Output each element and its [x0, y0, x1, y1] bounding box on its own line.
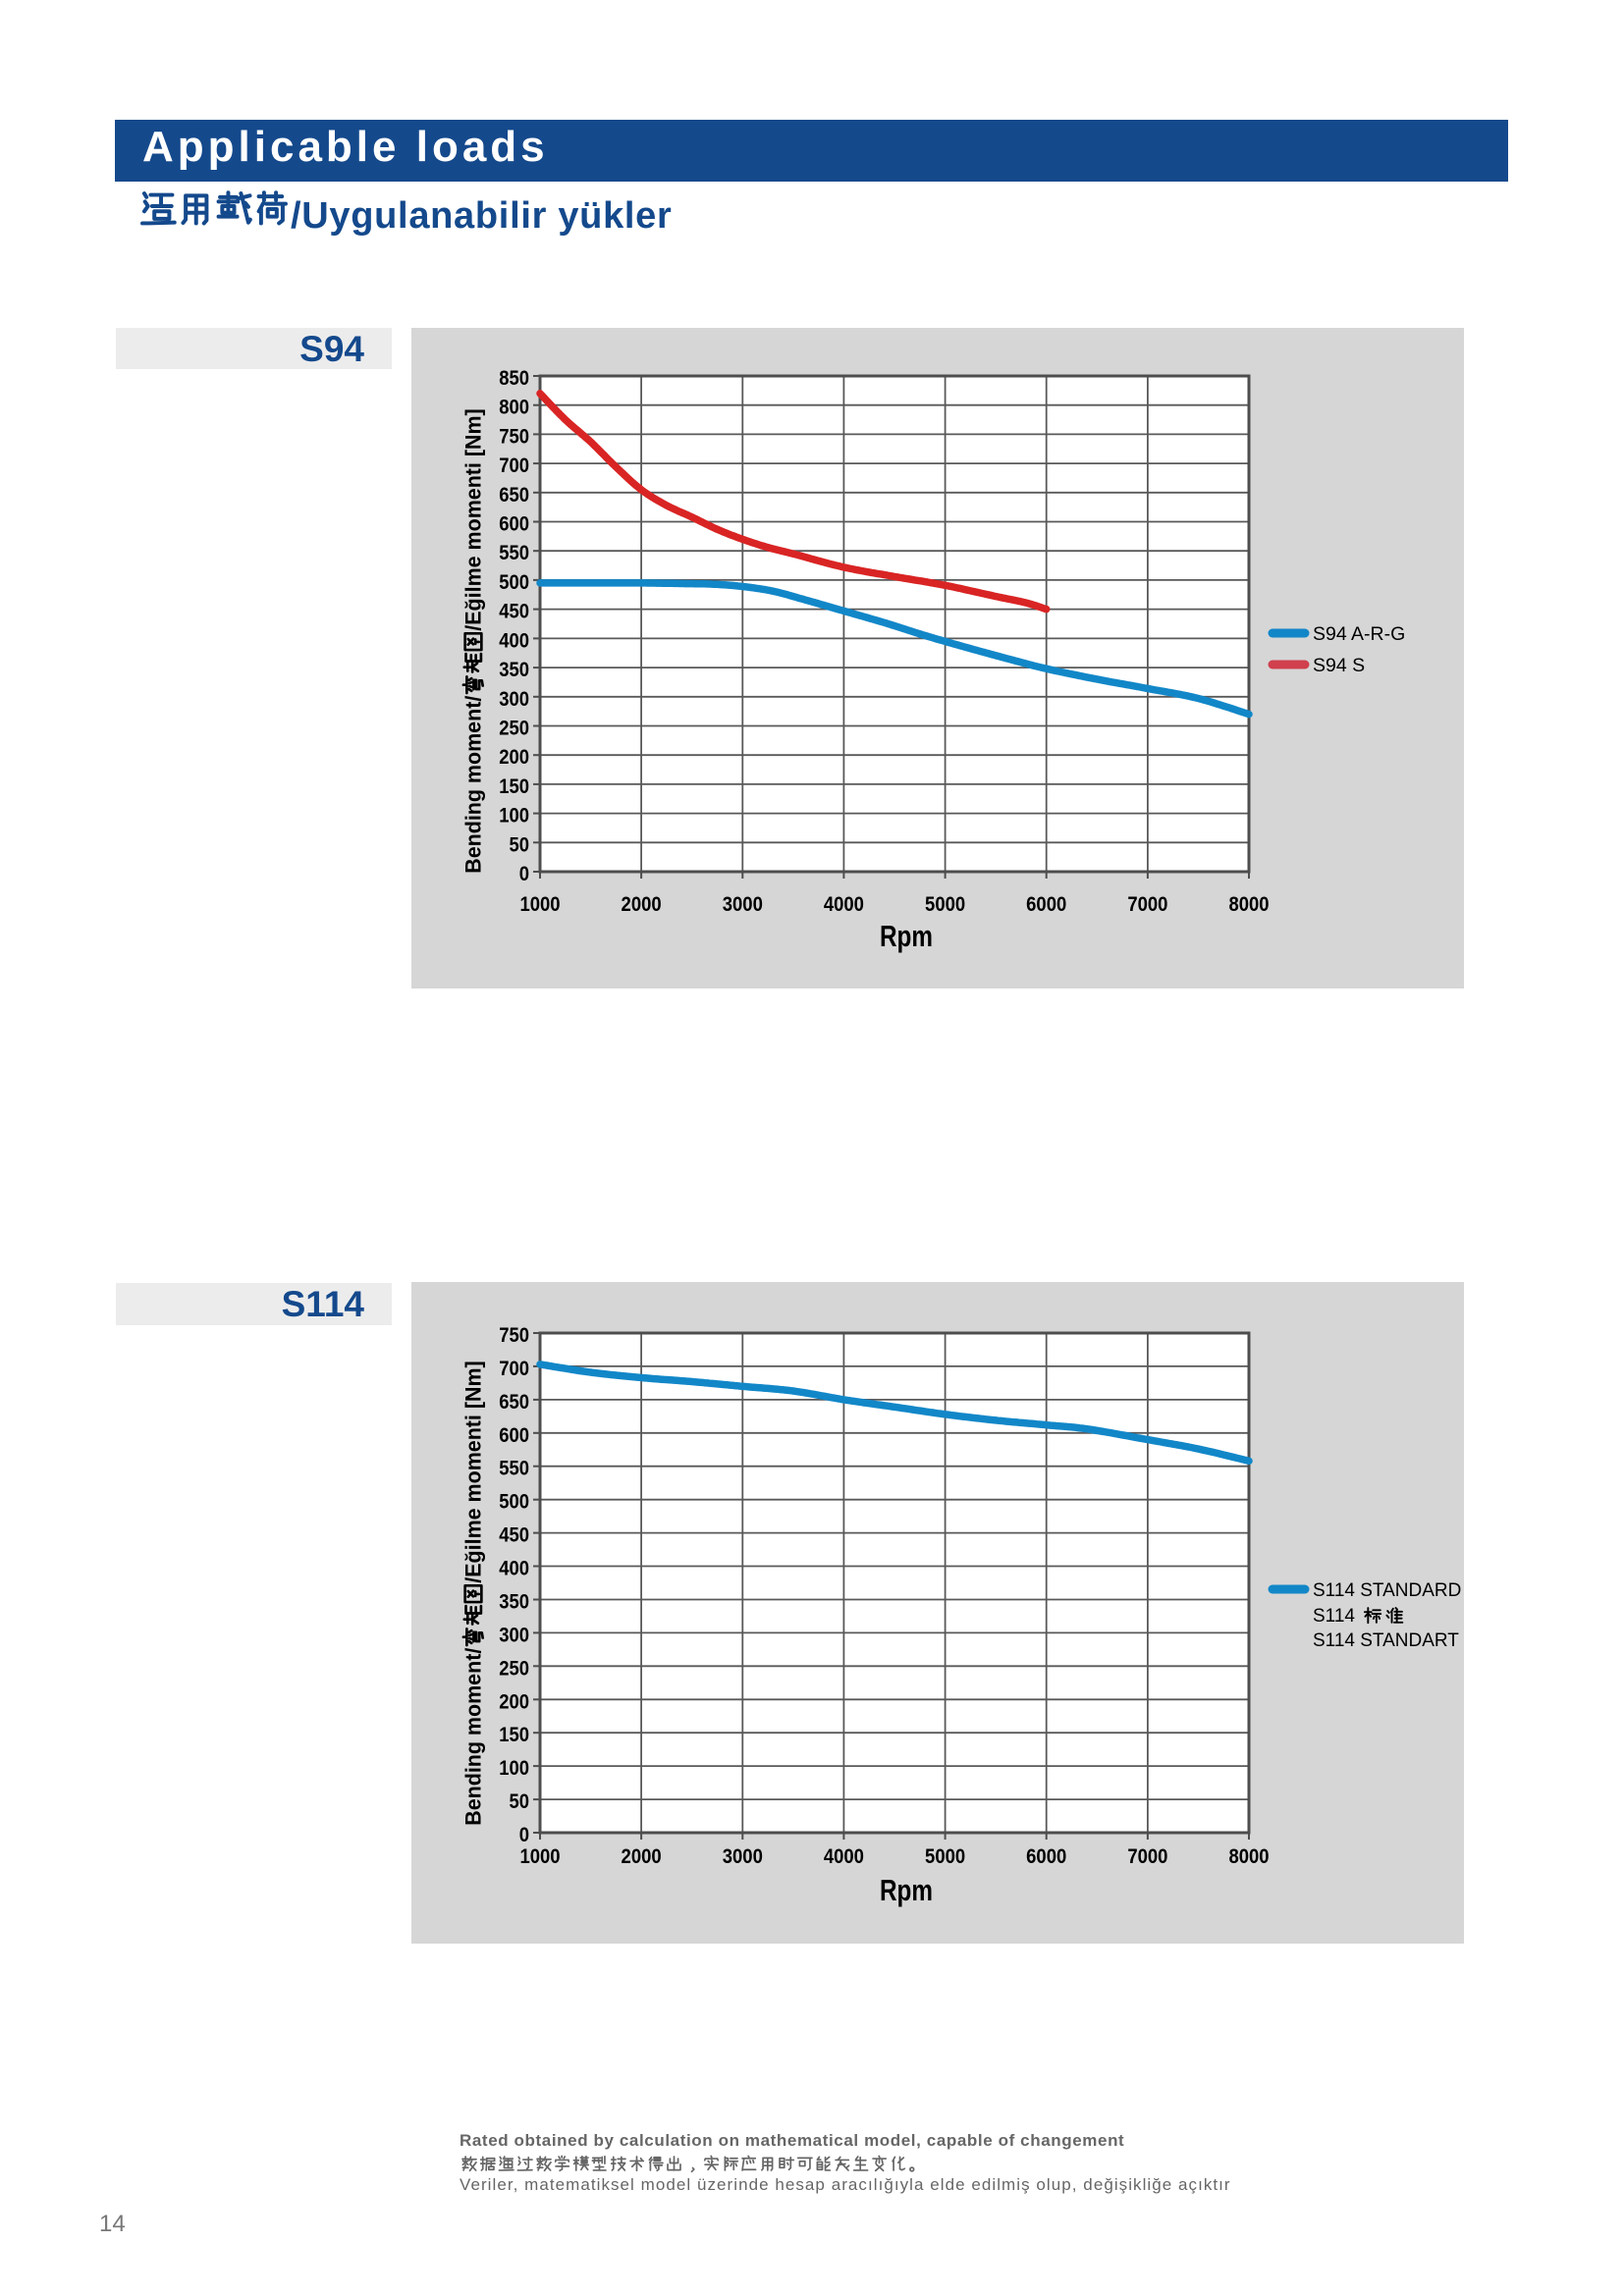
svg-text:7000: 7000	[1127, 1845, 1167, 1868]
svg-text:50: 50	[510, 833, 530, 856]
svg-text:50: 50	[510, 1790, 530, 1813]
svg-text:S114 STANDARD: S114 STANDARD	[1313, 1580, 1461, 1601]
svg-text:0: 0	[519, 863, 529, 885]
svg-text:S94 S: S94 S	[1313, 655, 1365, 676]
svg-text:S94 A-R-G: S94 A-R-G	[1313, 623, 1405, 645]
svg-text:600: 600	[499, 1424, 529, 1447]
svg-text:150: 150	[499, 1724, 529, 1746]
svg-text:Rpm: Rpm	[880, 1873, 933, 1907]
svg-text:650: 650	[499, 1391, 529, 1414]
svg-text:4000: 4000	[824, 893, 864, 916]
svg-text:150: 150	[499, 775, 529, 798]
svg-text:400: 400	[499, 1558, 529, 1580]
svg-text:250: 250	[499, 718, 529, 740]
svg-text:2000: 2000	[622, 1845, 662, 1868]
svg-text:100: 100	[499, 1757, 529, 1780]
svg-text:550: 550	[499, 542, 529, 564]
svg-text:350: 350	[499, 659, 529, 681]
svg-text:S114: S114	[1313, 1606, 1355, 1627]
svg-text:5000: 5000	[925, 1845, 965, 1868]
svg-text:750: 750	[499, 1324, 529, 1347]
svg-text:/Eğilme momenti [Nm]: /Eğilme momenti [Nm]	[461, 408, 486, 630]
svg-text:250: 250	[499, 1657, 529, 1680]
svg-text:8000: 8000	[1228, 1845, 1269, 1868]
svg-text:500: 500	[499, 1491, 529, 1514]
svg-text:800: 800	[499, 397, 529, 419]
svg-text:650: 650	[499, 484, 529, 507]
svg-text:450: 450	[499, 601, 529, 623]
svg-text:7000: 7000	[1127, 893, 1167, 916]
svg-text:3000: 3000	[723, 1845, 763, 1868]
svg-text:450: 450	[499, 1524, 529, 1547]
svg-text:/Eğilme momenti [Nm]: /Eğilme momenti [Nm]	[461, 1361, 486, 1582]
svg-text:6000: 6000	[1026, 1845, 1066, 1868]
svg-text:200: 200	[499, 1690, 529, 1713]
svg-text:600: 600	[499, 513, 529, 536]
svg-text:300: 300	[499, 1624, 529, 1646]
svg-text:1000: 1000	[519, 893, 560, 916]
svg-text:350: 350	[499, 1591, 529, 1614]
svg-text:/Uygulanabilir yükler: /Uygulanabilir yükler	[291, 195, 672, 237]
svg-text:5000: 5000	[925, 893, 965, 916]
svg-text:3000: 3000	[723, 893, 763, 916]
svg-text:2000: 2000	[622, 893, 662, 916]
svg-text:Rpm: Rpm	[880, 919, 933, 953]
svg-text:Bending moment/: Bending moment/	[461, 1648, 486, 1826]
svg-text:4000: 4000	[824, 1845, 864, 1868]
svg-text:Bending moment/: Bending moment/	[461, 696, 486, 874]
svg-text:850: 850	[499, 367, 529, 390]
svg-text:S114 STANDART: S114 STANDART	[1313, 1630, 1459, 1651]
svg-text:0: 0	[519, 1824, 529, 1846]
svg-text:100: 100	[499, 805, 529, 828]
svg-text:8000: 8000	[1228, 893, 1269, 916]
svg-text:1000: 1000	[519, 1845, 560, 1868]
svg-text:700: 700	[499, 1358, 529, 1380]
svg-text:300: 300	[499, 688, 529, 711]
svg-text:400: 400	[499, 629, 529, 652]
svg-text:200: 200	[499, 746, 529, 769]
svg-text:500: 500	[499, 571, 529, 594]
svg-text:6000: 6000	[1026, 893, 1066, 916]
svg-text:750: 750	[499, 425, 529, 448]
svg-text:700: 700	[499, 454, 529, 477]
svg-text:550: 550	[499, 1458, 529, 1480]
